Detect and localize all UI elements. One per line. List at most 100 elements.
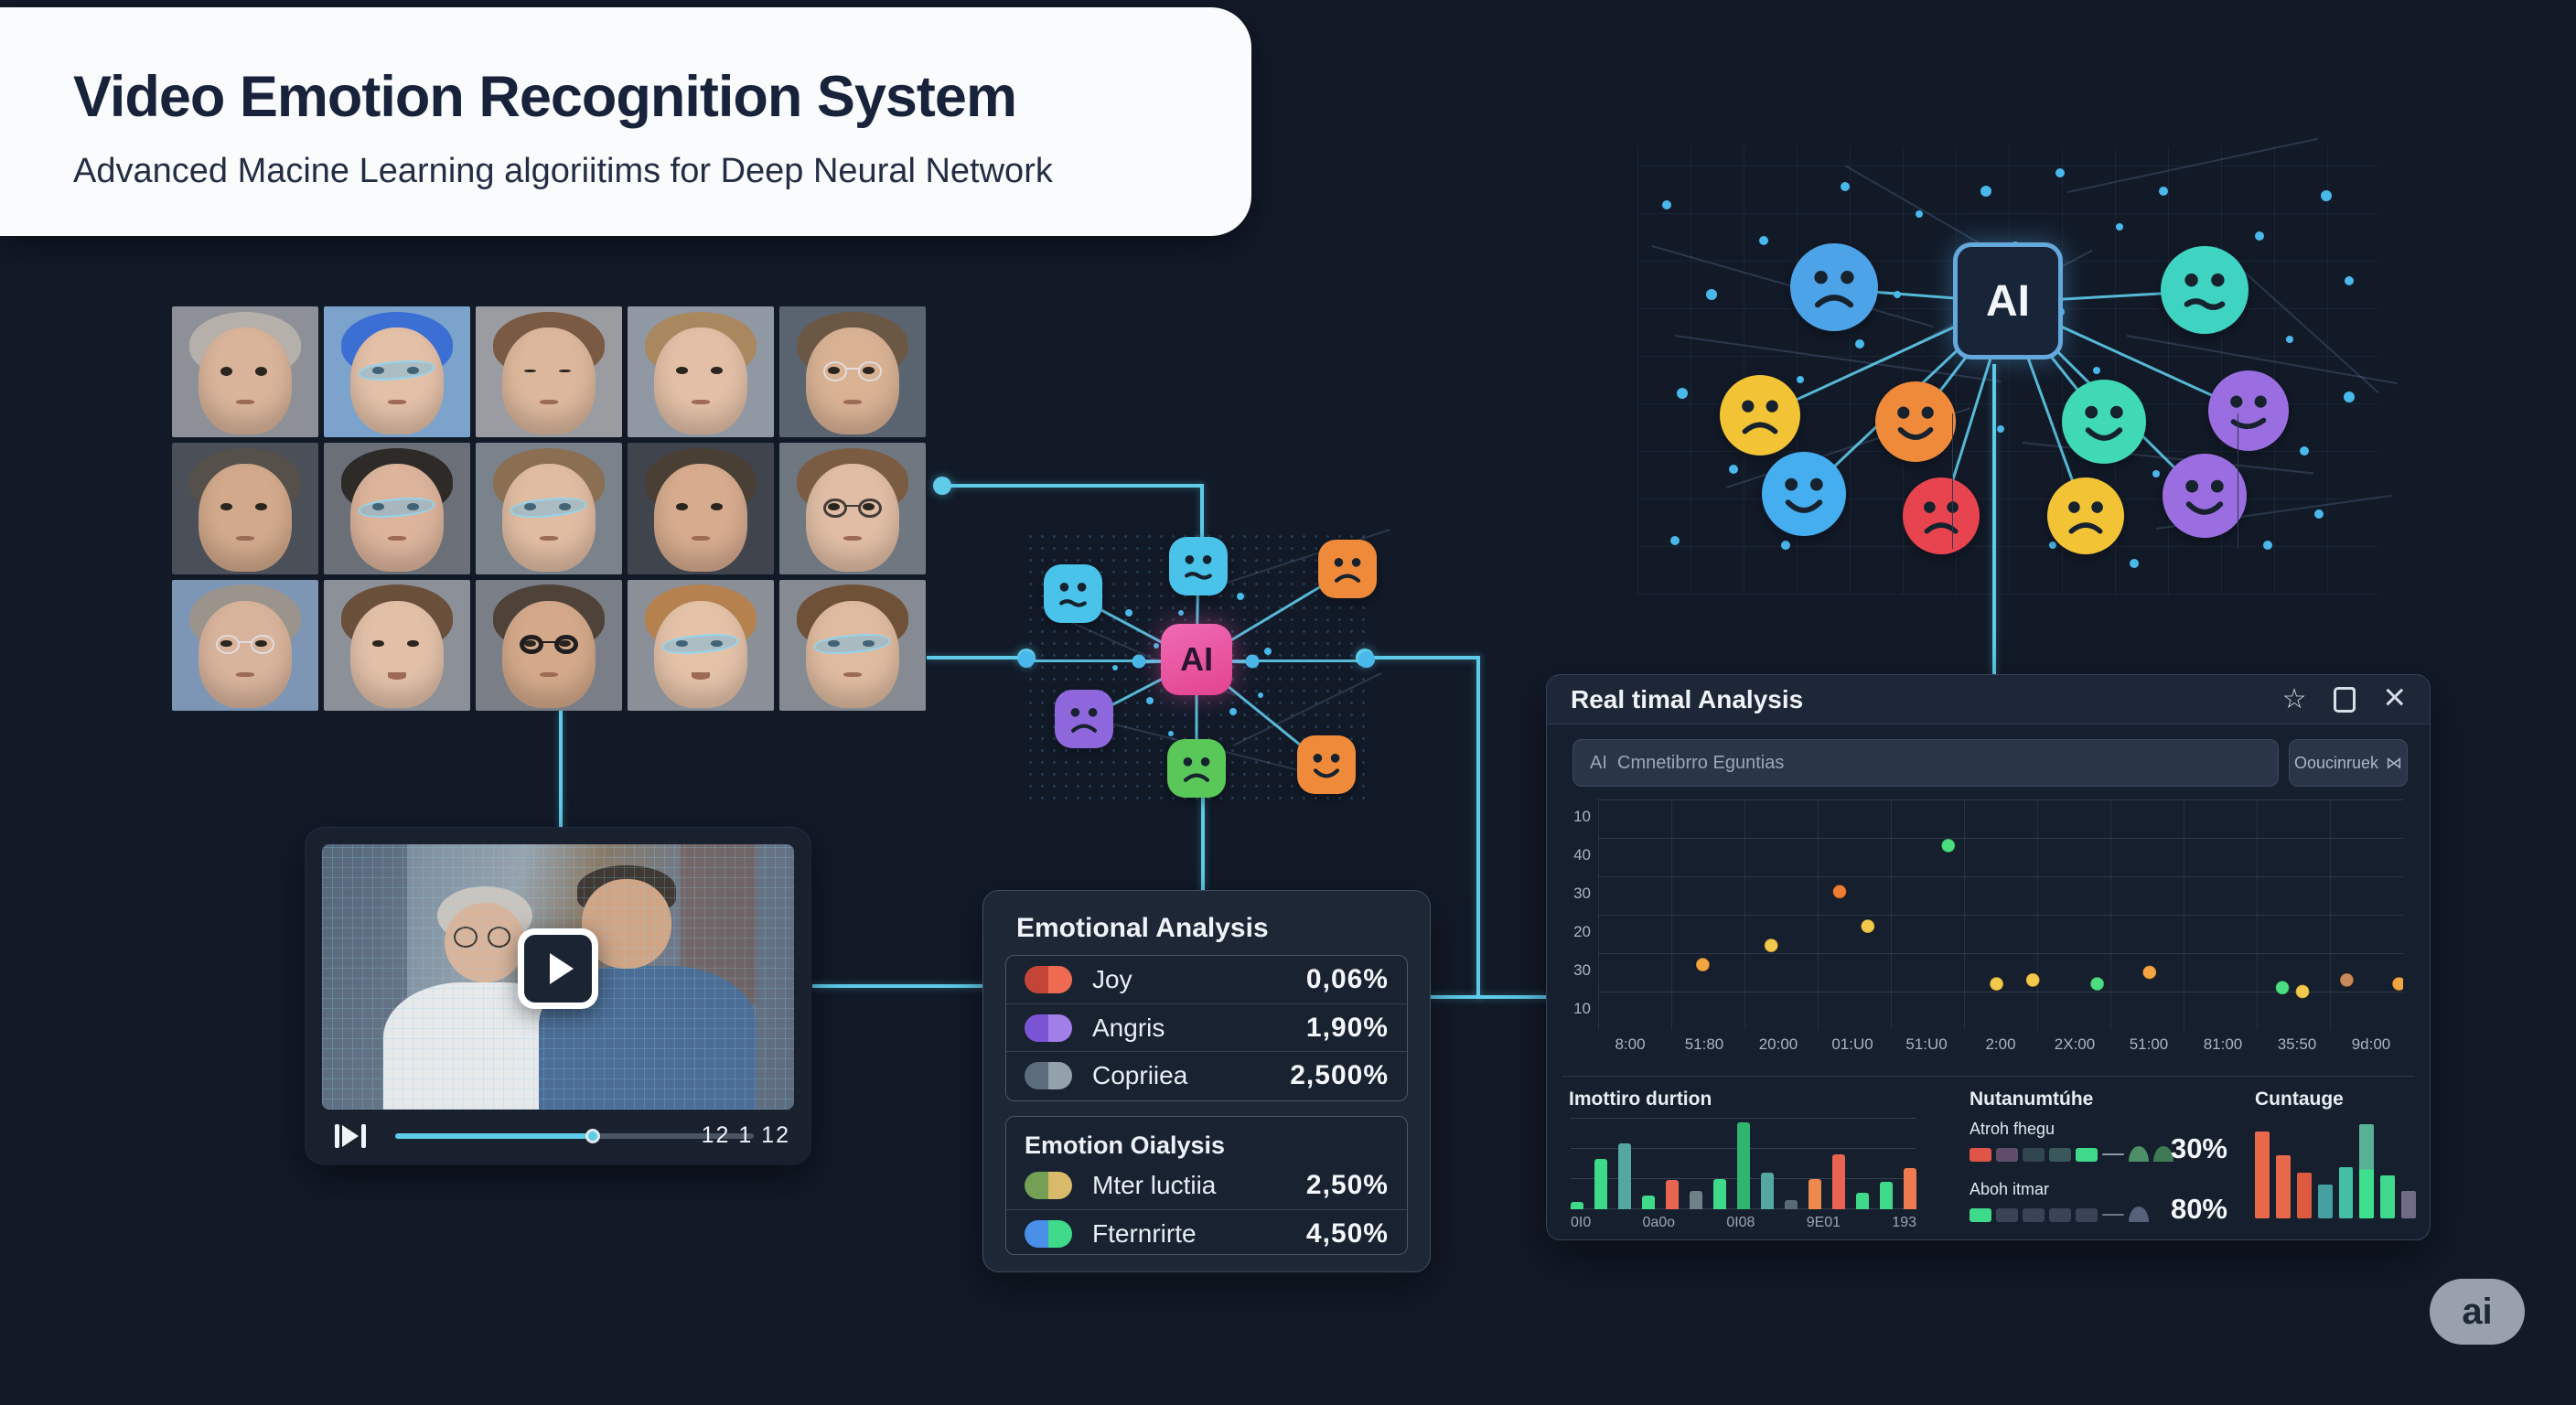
duration-bar: [1666, 1180, 1679, 1209]
star-icon[interactable]: ☆: [2281, 683, 2307, 714]
data-point-marker: [1940, 838, 1957, 853]
duration-x-tick: 9E01: [1806, 1215, 1841, 1230]
emotion-emoji-sad: [1719, 375, 1800, 456]
connector-line: [1431, 995, 1548, 999]
page-subtitle: Advanced Macine Learning algoriitims for…: [73, 152, 1053, 190]
network-dot: [2344, 276, 2354, 285]
duration-bar: [1785, 1200, 1798, 1209]
emotion-label: Joy: [1092, 965, 1132, 993]
y-tick: 40: [1573, 846, 1591, 863]
play-button[interactable]: [518, 928, 598, 1010]
glasses-lens: [858, 498, 882, 518]
stat-chips: [1970, 1146, 2227, 1162]
network-dot: [1229, 708, 1237, 715]
search-input[interactable]: [1572, 739, 2279, 787]
glasses-lens: [520, 634, 543, 655]
mouth: [540, 672, 558, 678]
percentage-bars: [2255, 1116, 2416, 1218]
ai-node: AI: [1161, 624, 1233, 695]
emotion-color-pill: [1025, 1172, 1072, 1199]
duration-chart-title: Imottiro durtion: [1569, 1089, 1712, 1110]
network-dot: [2255, 231, 2265, 241]
emotion-emoji-happy: [2062, 380, 2147, 465]
data-point-marker: [2274, 980, 2291, 996]
percentage-bar: [2401, 1190, 2416, 1218]
percentage-bar: [2380, 1174, 2396, 1218]
y-tick: 10: [1573, 1000, 1591, 1017]
duration-chart: Imottiro durtion 0I0 0a0o 0I08 9E01 193: [1569, 1089, 1942, 1231]
filter-button[interactable]: Ooucinruek ⋈: [2289, 739, 2408, 787]
duration-x-tick: 0I08: [1726, 1215, 1755, 1230]
stat-chip-hump: [2129, 1207, 2149, 1222]
eye: [371, 366, 384, 374]
duration-bars: [1571, 1118, 1916, 1209]
emotion-value: 2,50%: [1305, 1170, 1389, 1200]
stat-label: Aboh itmar: [1970, 1180, 2050, 1198]
divider: [1952, 413, 1953, 549]
emotion-emoji-happy: [1874, 381, 1956, 463]
eye: [863, 639, 875, 648]
data-point-marker: [2024, 972, 2041, 988]
face-photo: [779, 306, 926, 438]
face-photo: [324, 306, 470, 438]
duration-bar: [1642, 1196, 1655, 1209]
duration-bar: [1690, 1191, 1702, 1209]
video-frame-image: [322, 844, 794, 1110]
emotion-emoji-sad: [1903, 477, 1980, 555]
close-icon[interactable]: ×: [2383, 674, 2406, 718]
person-left-glasses: [487, 926, 511, 949]
face: [805, 327, 900, 435]
stat-chip-dash: [2102, 1153, 2124, 1155]
face: [501, 600, 596, 709]
data-point-marker: [1989, 976, 2004, 992]
video-progress-bar[interactable]: [395, 1129, 754, 1143]
glasses-lens: [823, 498, 847, 518]
emotion-color-pill: [1025, 1219, 1072, 1248]
face: [349, 600, 445, 709]
glasses-lens: [858, 361, 882, 381]
network-dot: [2314, 509, 2324, 519]
connector-line: [1201, 788, 1205, 892]
duration-x-tick: 0I0: [1571, 1215, 1592, 1230]
network-link: [1197, 660, 1368, 662]
network-dot: [1706, 288, 1717, 300]
eye: [407, 366, 419, 374]
skip-forward-icon[interactable]: [335, 1124, 366, 1148]
emotion-label: Copriiea: [1092, 1060, 1188, 1089]
glasses-bridge: [845, 368, 860, 370]
emotion-row: Joy 0,06%: [1006, 956, 1407, 1003]
duration-x-labels: 0I0 0a0o 0I08 9E01 193: [1571, 1215, 1916, 1231]
eye: [255, 366, 267, 376]
emotion-rows: Joy 0,06% Angris 1,90% Copriiea 2,500%: [1006, 956, 1407, 1099]
duration-bar: [1713, 1179, 1726, 1209]
eye: [523, 369, 536, 372]
x-tick: 81:00: [2203, 1035, 2243, 1053]
x-tick: 20:00: [1758, 1035, 1798, 1053]
eye: [407, 639, 419, 648]
network-dot: [2093, 367, 2101, 374]
network-dot: [1915, 209, 1923, 218]
eye: [711, 639, 723, 648]
mouth: [388, 672, 406, 680]
stat-value: 80%: [2170, 1193, 2227, 1225]
mouth: [692, 399, 710, 404]
video-progress-handle[interactable]: [585, 1129, 600, 1143]
percentage-chart: Cuntauge: [2255, 1089, 2416, 1229]
emotional-analysis-panel: Emotional Analysis Joy 0,06% Angris 1,90% Co…: [982, 890, 1431, 1272]
data-point-marker: [1695, 957, 1711, 972]
emotion-emoji-happy: [2162, 454, 2247, 539]
network-dot: [1178, 610, 1184, 616]
stat-chip-bar: [2023, 1208, 2045, 1222]
network-dot: [2262, 541, 2272, 551]
emotion-label: Fternrirte: [1092, 1218, 1197, 1248]
face: [501, 464, 596, 572]
emotion-emoji-sad: [1167, 738, 1227, 798]
restore-icon[interactable]: [2334, 686, 2356, 713]
mouth: [540, 399, 558, 404]
eye: [407, 503, 419, 511]
duration-bar: [1832, 1154, 1845, 1209]
emotion-rows-2: Mter luctiia 2,50% Fternrirte 4,50%: [1006, 1162, 1407, 1257]
data-point-marker: [2391, 976, 2407, 992]
network-dot: [2115, 223, 2123, 231]
percentage-chart-title: Cuntauge: [2255, 1089, 2344, 1110]
